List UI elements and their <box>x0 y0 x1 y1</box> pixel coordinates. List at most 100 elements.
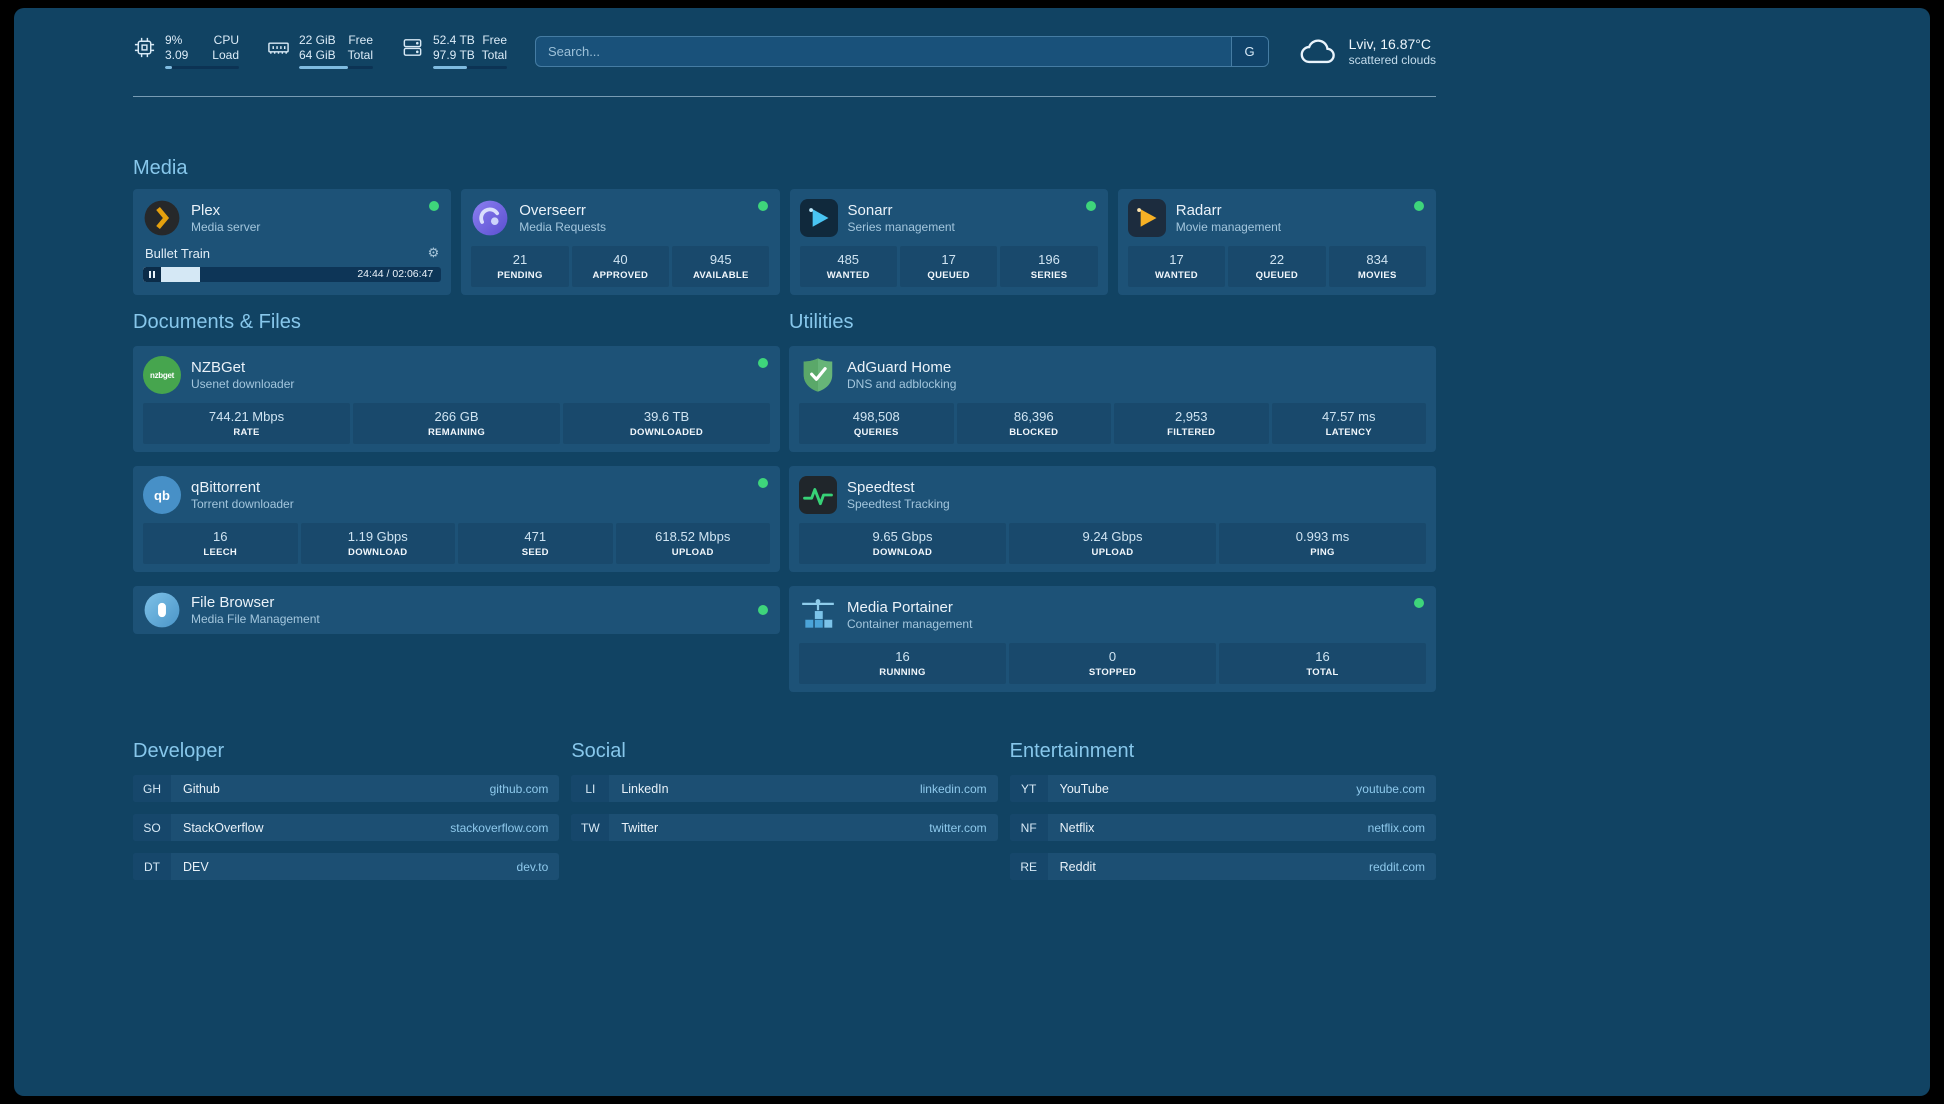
stat-label: LEECH <box>203 547 238 558</box>
qbittorrent-icon: qb <box>143 476 181 514</box>
cpu-widget: 9% 3.09 CPU Load <box>133 33 239 69</box>
stat-value: 39.6 TB <box>643 409 690 424</box>
stat-value: 9.65 Gbps <box>872 529 933 544</box>
stat-box: 22 QUEUED <box>1228 246 1326 287</box>
stat-value: 471 <box>524 529 547 544</box>
app-title: Plex <box>191 202 221 219</box>
disk-total-label: Total <box>481 48 507 62</box>
stat-label: WANTED <box>826 270 870 281</box>
stat-box: 47.57 ms LATENCY <box>1271 403 1426 444</box>
utilities-column: Utilities AdGuard Home DNS and adblockin… <box>789 311 1436 692</box>
stat-box: 266 GB REMAINING <box>353 403 560 444</box>
app-card-speedtest[interactable]: Speedtest Speedtest Tracking 9.65 Gbps DO… <box>789 466 1436 572</box>
bookmark-netflix[interactable]: NF Netflix netflix.com <box>1009 814 1436 841</box>
app-title: Overseerr <box>519 202 586 219</box>
stat-label: STOPPED <box>1088 667 1137 678</box>
bookmark-twitter[interactable]: TW Twitter twitter.com <box>571 814 998 841</box>
search-provider-button[interactable]: G <box>1230 36 1268 66</box>
stat-box: 17 QUEUED <box>899 246 998 287</box>
memory-progress-track <box>299 66 373 69</box>
bookmark-domain: youtube.com <box>1356 781 1425 796</box>
app-title: File Browser <box>191 594 275 611</box>
app-subtitle: Container management <box>847 617 973 631</box>
cpu-load-label: Load <box>212 48 239 62</box>
stat-box: 485 WANTED <box>799 246 897 287</box>
app-subtitle: DNS and adblocking <box>847 377 957 391</box>
stat-box: 2,953 FILTERED <box>1114 403 1269 444</box>
stat-value: 485 <box>837 252 860 267</box>
app-card-plex[interactable]: Plex Media server Bullet Train ⚙ 24:44 /… <box>133 189 452 295</box>
stat-value: 618.52 Mbps <box>655 529 731 544</box>
cpu-progress-fill <box>165 66 172 69</box>
stat-box: 618.52 Mbps UPLOAD <box>615 523 770 564</box>
app-card-radarr[interactable]: Radarr Movie management 17 WANTED 22 QUEUE… <box>1117 189 1436 295</box>
stat-value: 0.993 ms <box>1295 529 1350 544</box>
weather-widget: Lviv, 16.87°C scattered clouds <box>1297 35 1436 68</box>
bookmark-reddit[interactable]: RE Reddit reddit.com <box>1009 853 1436 880</box>
bookmark-abbr: GH <box>133 775 171 802</box>
bookmark-linkedin[interactable]: LI LinkedIn linkedin.com <box>571 775 998 802</box>
stat-value: 2,953 <box>1174 409 1208 424</box>
stat-value: 498,508 <box>852 409 900 424</box>
bookmark-name: Reddit <box>1059 859 1096 874</box>
portainer-icon <box>799 596 837 634</box>
stat-label: QUEUED <box>1255 270 1299 281</box>
stat-value: 40 <box>613 252 628 267</box>
app-subtitle: Speedtest Tracking <box>847 497 950 511</box>
filebrowser-icon <box>143 591 181 629</box>
stat-label: TOTAL <box>1306 667 1339 678</box>
memory-total-label: Total <box>347 48 373 62</box>
bookmark-name: YouTube <box>1059 781 1109 796</box>
bookmark-youtube[interactable]: YT YouTube youtube.com <box>1009 775 1436 802</box>
disk-free: 52.4 TB <box>433 33 475 47</box>
app-card-nzbget[interactable]: nzbget NZBGet Usenet downloader 744.21 M… <box>133 346 780 452</box>
stat-box: 17 WANTED <box>1127 246 1226 287</box>
bookmark-domain: github.com <box>489 781 549 796</box>
header-divider <box>133 96 1436 97</box>
app-card-overseerr[interactable]: Overseerr Media Requests 21 PENDING 40 APP… <box>461 189 780 295</box>
pause-button[interactable] <box>143 267 161 282</box>
stat-box: 9.24 Gbps UPLOAD <box>1009 523 1216 564</box>
bookmark-name: Twitter <box>621 820 659 835</box>
stat-value: 22 <box>1269 252 1285 267</box>
disk-progress-fill <box>433 66 468 69</box>
stat-label: SEED <box>521 547 549 558</box>
app-card-qbittorrent[interactable]: qb qBittorrent Torrent downloader 16 LEEC… <box>133 466 780 572</box>
stat-value: 16 <box>213 529 228 544</box>
stat-value: 945 <box>709 252 732 267</box>
stat-label: QUEUED <box>927 270 970 281</box>
stat-label: QUERIES <box>853 427 899 438</box>
bookmark-stackoverflow[interactable]: SO StackOverflow stackoverflow.com <box>133 814 560 841</box>
app-card-adguard[interactable]: AdGuard Home DNS and adblocking 498,508 Q… <box>789 346 1436 452</box>
app-title: Sonarr <box>847 202 893 219</box>
bookmark-group-social: Social LI LinkedIn linkedin.com TW Twitt… <box>571 740 998 880</box>
app-subtitle: Media server <box>191 220 261 234</box>
stat-label: WANTED <box>1154 270 1198 281</box>
gear-icon[interactable]: ⚙ <box>427 245 440 260</box>
weather-condition: scattered clouds <box>1348 52 1436 67</box>
bookmark-abbr: NF <box>1009 814 1048 841</box>
app-title: Radarr <box>1175 202 1222 219</box>
header-bar: 9% 3.09 CPU Load 22 GiB <box>133 33 1436 69</box>
stat-box: 196 SERIES <box>1000 246 1098 287</box>
bookmark-dev[interactable]: DT DEV dev.to <box>133 853 560 880</box>
app-subtitle: Media Requests <box>519 220 606 234</box>
bookmark-abbr: RE <box>1009 853 1048 880</box>
search-input[interactable] <box>536 36 1231 66</box>
memory-icon <box>268 42 289 54</box>
app-card-filebrowser[interactable]: File Browser Media File Management <box>133 586 780 634</box>
app-card-sonarr[interactable]: Sonarr Series management 485 WANTED 17 QUE… <box>789 189 1108 295</box>
stat-label: REMAINING <box>427 427 486 438</box>
nzbget-icon: nzbget <box>143 356 181 394</box>
weather-location: Lviv, 16.87°C <box>1348 35 1431 52</box>
adguard-icon <box>799 356 837 394</box>
bookmark-name: DEV <box>183 859 209 874</box>
bookmark-abbr: YT <box>1009 775 1048 802</box>
stat-value: 17 <box>941 252 956 267</box>
bookmark-github[interactable]: GH Github github.com <box>133 775 560 802</box>
stat-value: 266 GB <box>434 409 479 424</box>
app-card-portainer[interactable]: Media Portainer Container management 16 R… <box>789 586 1436 692</box>
bookmark-domain: linkedin.com <box>919 781 987 796</box>
radarr-icon <box>1127 199 1166 237</box>
status-dot <box>758 358 768 368</box>
